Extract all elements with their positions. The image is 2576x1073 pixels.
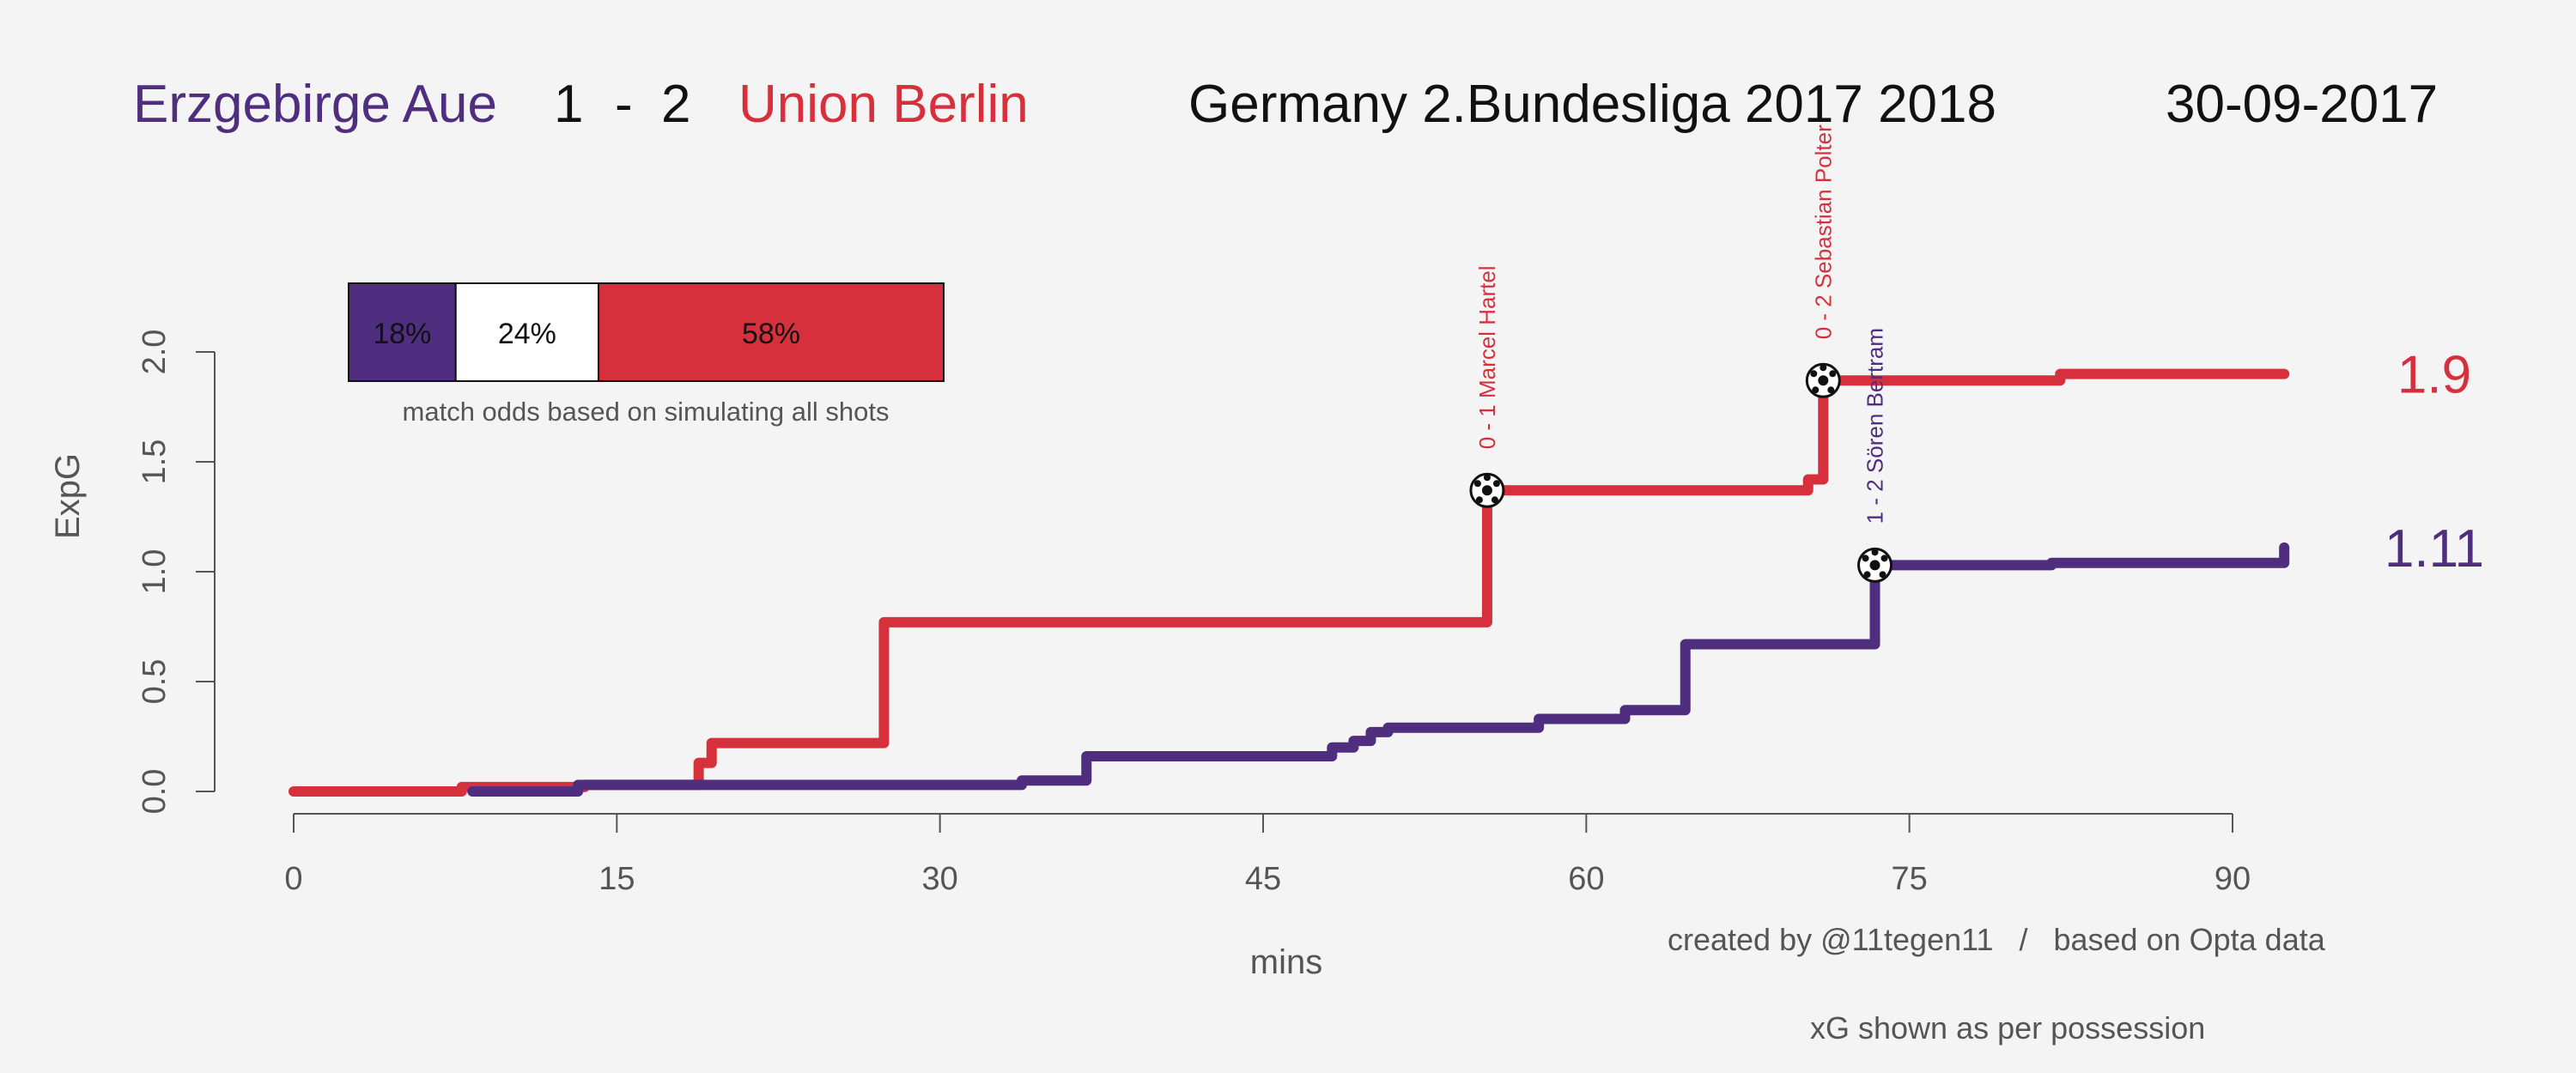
y-tick-label: 0.5 <box>137 659 173 705</box>
home-xg-line <box>467 542 2290 797</box>
football-icon-patch <box>1863 571 1871 579</box>
odds-home-segment <box>348 282 457 382</box>
x-tick-label: 15 <box>598 861 635 897</box>
odds-away-label: 58% <box>742 318 800 350</box>
football-icon-patch <box>1818 375 1829 386</box>
odds-draw-label: 24% <box>498 318 556 350</box>
football-icon-patch <box>1492 480 1500 488</box>
goal-markers: 0 - 1 Marcel Hartel 0 - 2 Sebastian Polte… <box>1469 124 1893 583</box>
home-final-xg: 1.11 <box>2385 519 2484 579</box>
odds-home-label: 18% <box>373 318 431 350</box>
football-icon-patch <box>1475 496 1483 504</box>
y-tick-label: 1.5 <box>137 440 173 485</box>
x-tick-label: 60 <box>1568 861 1604 897</box>
credit-line: created by @11tegen11 / based on Opta da… <box>1668 922 2326 957</box>
match-date: 30-09-2017 <box>2166 75 2438 134</box>
away-team-name: Union Berlin <box>738 75 1029 134</box>
final-values: 1.11 1.9 <box>2385 346 2484 579</box>
home-team-name: Erzgebirge Aue <box>133 75 497 134</box>
odds-draw-segment <box>454 282 600 382</box>
match-odds-bar: 18% 24% 58% match odds based on simulati… <box>348 282 945 427</box>
football-icon-patch <box>1481 485 1492 496</box>
y-tick-label: 0.0 <box>137 769 173 815</box>
football-icon-patch <box>1869 560 1880 571</box>
axes: 0 15 30 45 60 75 90 0.0 0.5 1.0 1.5 2.0 <box>137 330 2251 897</box>
football-icon-patch <box>1483 474 1491 482</box>
away-score: 2 <box>661 75 690 134</box>
score-separator: - <box>615 75 633 134</box>
football-icon-patch <box>1491 496 1498 504</box>
y-axis-label: ExpG <box>49 453 87 539</box>
goal-marker: 0 - 2 Sebastian Polter <box>1805 124 1841 398</box>
football-icon-patch <box>1473 480 1481 488</box>
goal-marker: 1 - 2 Sören Bertram <box>1857 328 1893 583</box>
x-axis-label: mins <box>1250 943 1322 981</box>
goal-marker: 0 - 1 Marcel Hartel <box>1469 265 1505 508</box>
football-icon-patch <box>1829 370 1837 378</box>
football-icon-patch <box>1820 364 1827 372</box>
odds-caption: match odds based on simulating all shots <box>403 397 890 427</box>
goal-label: 0 - 1 Marcel Hartel <box>1474 265 1500 449</box>
goal-label: 1 - 2 Sören Bertram <box>1862 328 1888 524</box>
x-tick-label: 0 <box>284 861 302 897</box>
football-icon-patch <box>1812 386 1820 394</box>
x-tick-label: 75 <box>1892 861 1928 897</box>
away-final-xg: 1.9 <box>2397 346 2471 405</box>
football-icon-patch <box>1862 555 1869 562</box>
football-icon-patch <box>1879 571 1886 579</box>
y-tick-label: 2.0 <box>137 330 173 375</box>
odds-away-segment <box>598 282 945 382</box>
series-layer <box>289 368 2290 797</box>
y-tick-label: 1.0 <box>137 549 173 595</box>
xg-note: xG shown as per possession <box>1810 1010 2205 1046</box>
competition-title: Germany 2.Bundesliga 2017 2018 <box>1188 75 1996 134</box>
football-icon-patch <box>1810 370 1818 378</box>
football-icon-patch <box>1871 549 1879 556</box>
football-icon-patch <box>1827 386 1835 394</box>
x-tick-label: 30 <box>922 861 958 897</box>
away-xg-line <box>289 368 2290 797</box>
x-tick-label: 90 <box>2215 861 2251 897</box>
x-tick-label: 45 <box>1245 861 1281 897</box>
football-icon-patch <box>1880 555 1888 562</box>
goal-label: 0 - 2 Sebastian Polter <box>1810 124 1836 339</box>
home-score: 1 <box>554 75 583 134</box>
